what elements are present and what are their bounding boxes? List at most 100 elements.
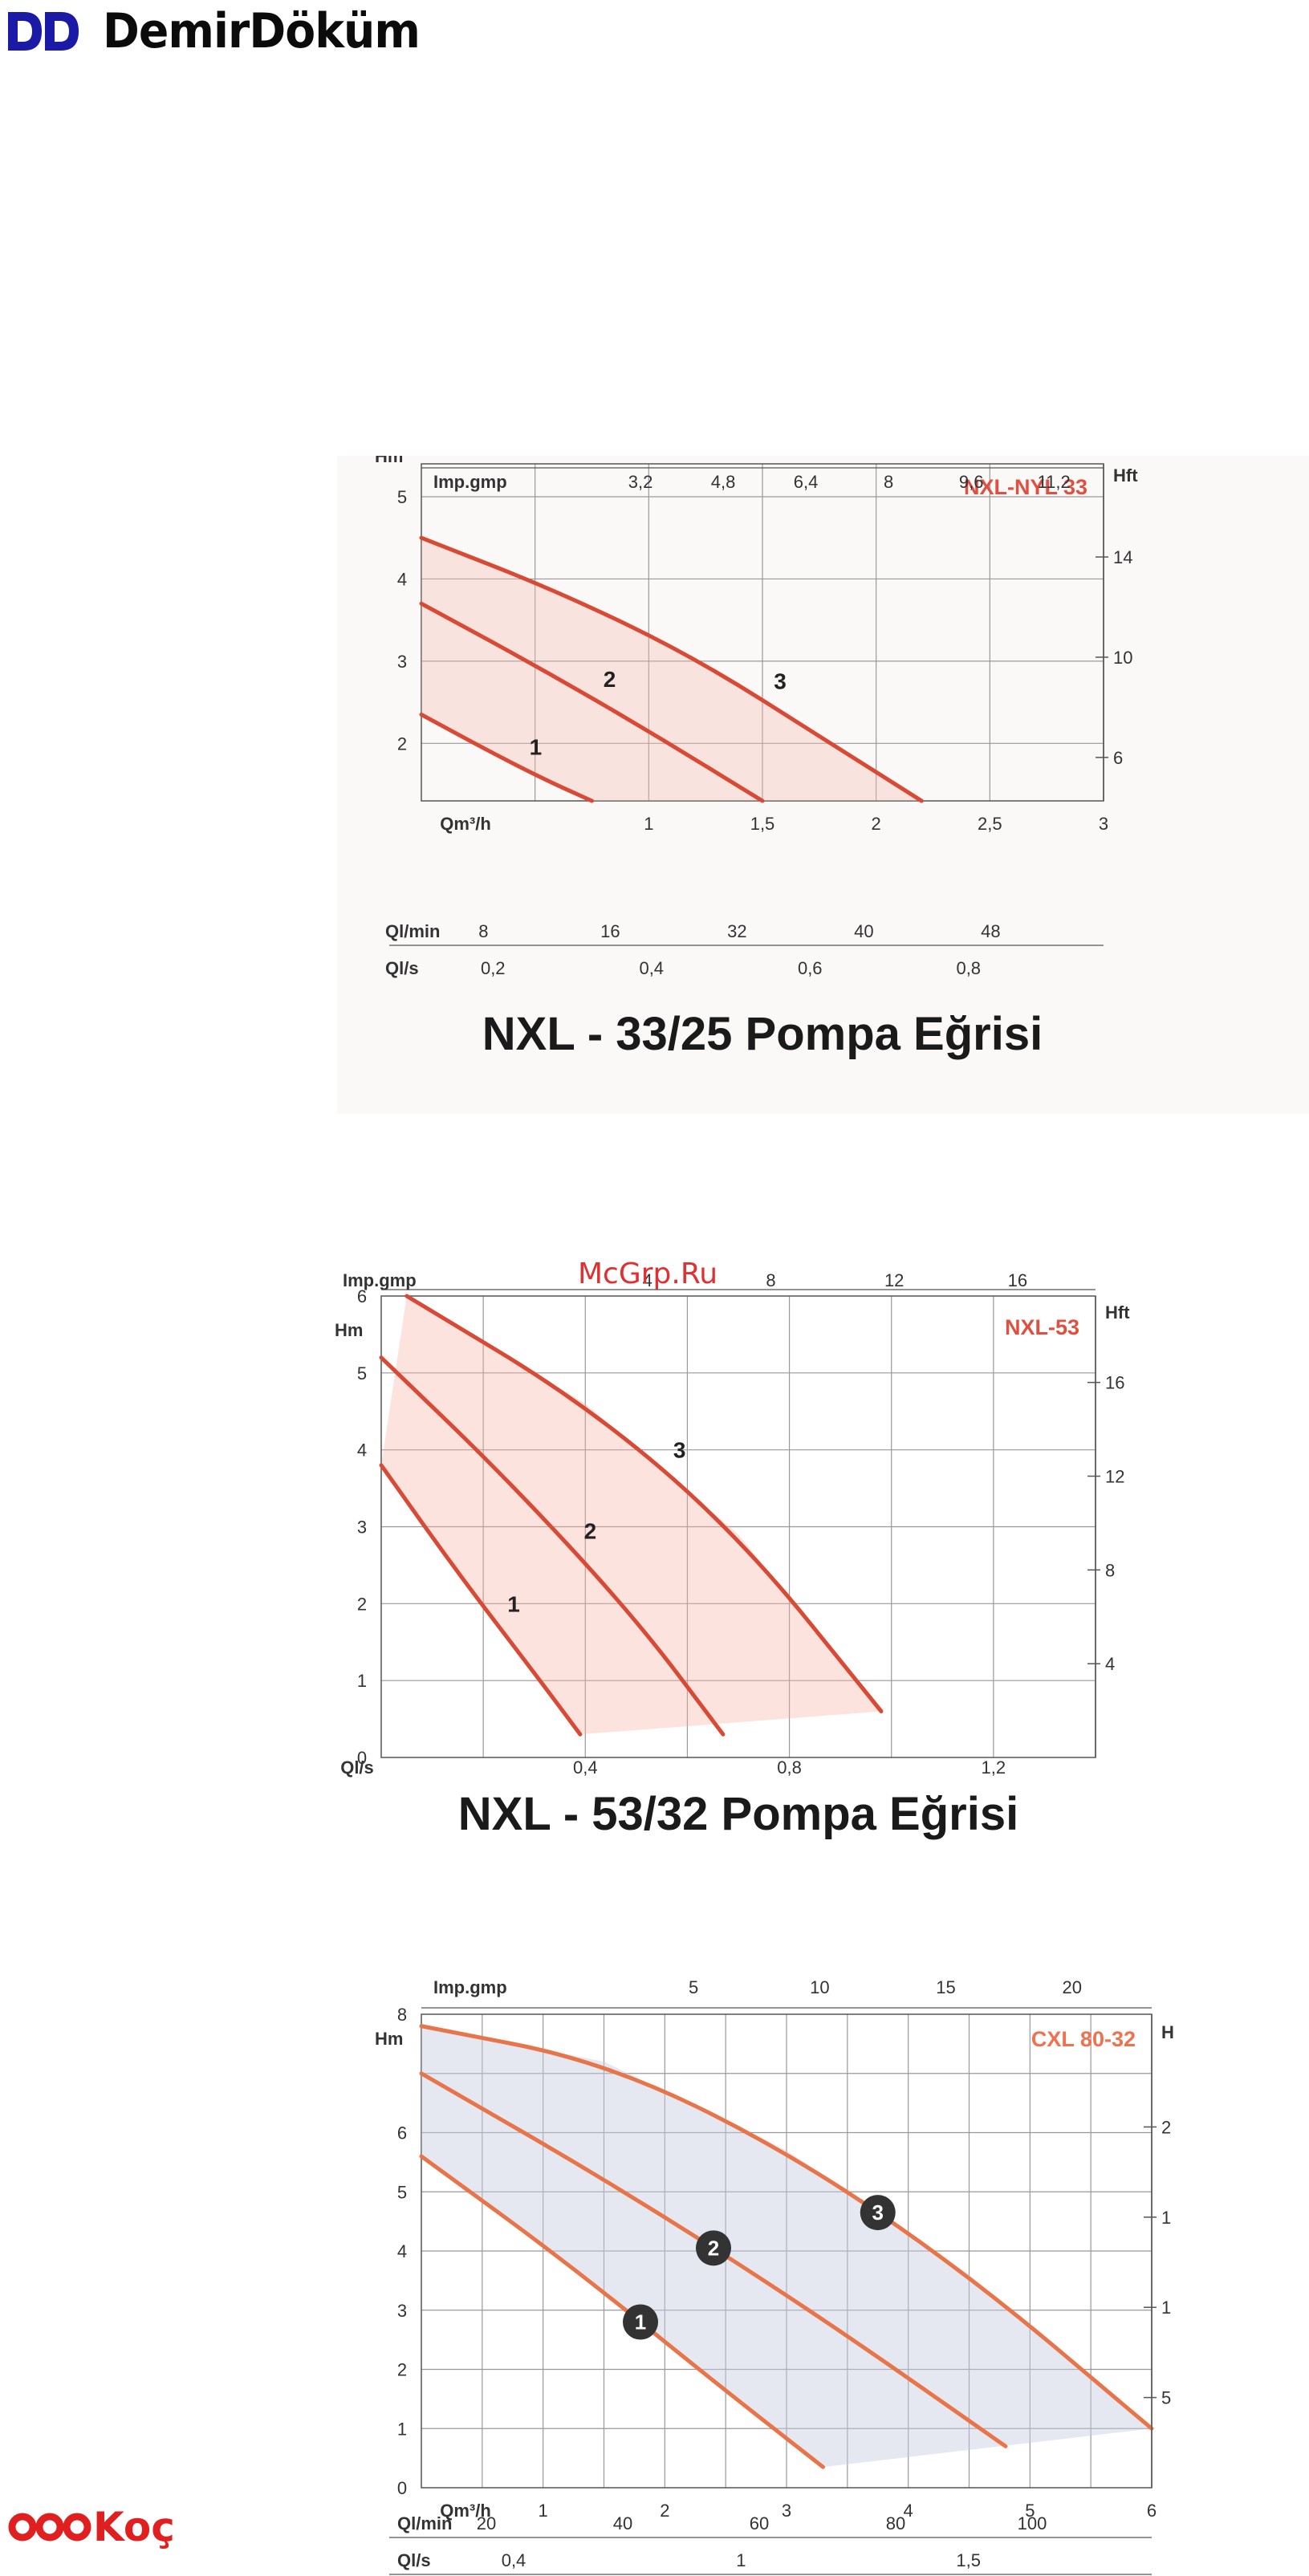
chart-2-ytick-0: 0 — [357, 1748, 367, 1768]
chart-1-top-tick-5: 11,2 — [1038, 472, 1071, 492]
chart-1-y2tick-1: 10 — [1113, 648, 1132, 668]
chart-3-y2tick-0: 5 — [1161, 2388, 1171, 2408]
chart-3-grid — [421, 2014, 1152, 2488]
chart-3-xtick-2: 3 — [782, 2501, 791, 2521]
chart-2-title: NXL - 53/32 Pompa Eğrisi — [458, 1788, 1018, 1840]
chart-3-operating-area — [421, 2025, 1152, 2468]
koc-logo-icon — [8, 2513, 91, 2541]
chart-1-xtick-2: 2 — [872, 814, 881, 834]
chart-1-bottom-axis-1-tick-1: 0,4 — [639, 958, 664, 978]
chart-2-ytick-5: 5 — [357, 1363, 367, 1383]
chart-3-bottom-axis-0-tick-4: 100 — [1018, 2513, 1047, 2533]
chart-2-ytick-1: 1 — [357, 1671, 367, 1691]
chart-1-bottom-axis-0-label: Ql/min — [385, 921, 440, 941]
chart-2-y2tick-0: 4 — [1105, 1654, 1115, 1674]
chart-3-series-1-label: 1 — [635, 2310, 646, 2334]
chart-1-bottom-axis-0-tick-3: 40 — [854, 921, 873, 941]
chart-3-bottom-axis-0-tick-1: 40 — [613, 2513, 632, 2533]
chart-3-ytick-5: 5 — [397, 2182, 407, 2202]
chart-3-series-1-badge — [623, 2304, 658, 2340]
chart-3-xtick-1: 2 — [660, 2501, 669, 2521]
chart-3-xtick-5: 6 — [1147, 2501, 1157, 2521]
chart-2-series-1-line — [379, 1463, 583, 1737]
chart-1-series-2-label: 2 — [604, 667, 616, 692]
footer-logo: Koç — [8, 2504, 175, 2550]
chart-3-xlabel: Qm³/h — [440, 2501, 491, 2521]
chart-3-series-2-label: 2 — [708, 2236, 719, 2260]
chart-1-xlabel: Qm³/h — [440, 814, 491, 834]
chart-3-xtick-0: 1 — [539, 2501, 548, 2521]
chart-3-top-tick-2: 15 — [936, 1977, 955, 1997]
chart-3-y2tick-2: 1 — [1161, 2208, 1171, 2228]
chart-1-series-2-line — [419, 601, 765, 803]
chart-1-bottom-axis-1-tick-2: 0,6 — [798, 958, 823, 978]
chart-2-series-2-line — [379, 1355, 726, 1737]
chart-3-bottom-axis-0-tick-2: 60 — [750, 2513, 769, 2533]
chart-1-top-tick-2: 6,4 — [794, 472, 819, 492]
koc-name: Koç — [93, 2504, 175, 2550]
chart-1-ytick-1: 4 — [397, 569, 407, 589]
chart-1-top-axis-label: Imp.gmp — [433, 472, 507, 492]
chart-2-series-1-label: 1 — [507, 1591, 520, 1616]
chart-3-bottom-axis-0-tick-0: 20 — [477, 2513, 496, 2533]
chart-2-y2tick-3: 16 — [1105, 1373, 1124, 1393]
chart-3-series-2-badge — [696, 2230, 731, 2266]
chart-2-grid — [381, 1296, 1096, 1757]
chart-1: 1 2 3 NXL-NYL 33 Hm 5 4 3 2 Hft 14 10 6 Imp.gmp 3,2 4,8… — [337, 456, 1309, 1114]
chart-2-series-3-line — [404, 1294, 884, 1713]
chart-3-xtick-3: 4 — [904, 2501, 913, 2521]
chart-2-model-label: NXL-53 — [1005, 1315, 1079, 1339]
chart-2-ytick-6: 6 — [357, 1286, 367, 1306]
chart-3-xtick-4: 5 — [1025, 2501, 1035, 2521]
chart-2-top-tick-1: 8 — [766, 1270, 775, 1290]
chart-1-xtick-1: 1,5 — [750, 814, 775, 834]
chart-3-bottom-axis-1-tick-0: 0,4 — [502, 2550, 526, 2570]
chart-3-top-tick-3: 20 — [1062, 1977, 1081, 1997]
chart-3-series-3-badge — [860, 2195, 896, 2231]
chart-3-ylabel: Hm — [375, 2029, 403, 2049]
chart-1-ytick-3: 2 — [397, 733, 407, 754]
chart-1-top-tick-3: 8 — [884, 472, 893, 492]
chart-3-top-axis-label: Imp.gmp — [433, 1977, 507, 1997]
chart-3-top-tick-1: 10 — [810, 1977, 829, 1997]
chart-1-top-tick-0: 3,2 — [628, 472, 653, 492]
chart-1-bottom-axis-0-tick-2: 32 — [727, 921, 746, 941]
chart-3-bottom-axis-1-tick-2: 1,5 — [956, 2550, 981, 2570]
chart-2-ytick-4: 4 — [357, 1440, 367, 1461]
chart-2-y2label: Hft — [1105, 1302, 1130, 1323]
brand-header: DemirDöküm — [6, 3, 447, 59]
chart-3-ytick-1: 1 — [397, 2419, 407, 2439]
chart-1-series-3-label: 3 — [774, 669, 787, 694]
chart-3-ytick-4: 4 — [397, 2241, 407, 2261]
chart-3-y2label: H — [1161, 2022, 1174, 2042]
chart-2-top-tick-2: 12 — [884, 1270, 904, 1290]
chart-2-ytick-2: 2 — [357, 1594, 367, 1614]
chart-3-model-label: CXL 80-32 — [1031, 2027, 1136, 2051]
chart-1-series-3-line — [419, 535, 924, 803]
chart-2-ylabel: Hm — [335, 1320, 363, 1340]
chart-3-ytick-3: 3 — [397, 2301, 407, 2321]
chart-1-y2tick-2: 6 — [1113, 748, 1123, 768]
chart-3-y2tick-3: 2 — [1161, 2117, 1171, 2137]
chart-3-y2tick-1: 1 — [1161, 2298, 1171, 2318]
chart-1-bottom-axis-0-tick-1: 16 — [600, 921, 620, 941]
chart-3-ytick-6: 6 — [397, 2123, 407, 2143]
chart-2-y2tick-2: 12 — [1105, 1466, 1124, 1486]
chart-1-y2tick-0: 14 — [1113, 547, 1132, 567]
chart-2: 1 2 3 NXL-53 Hm 0 1 2 3 4 5 6 Hft 4 8 12 16 Imp.gmp 4 8 12 16… — [317, 1248, 1144, 1846]
chart-1-top-tick-4: 9,6 — [959, 472, 984, 492]
chart-3-bottom-axis-0-label: Ql/min — [397, 2513, 452, 2533]
chart-1-bottom-axis-0-tick-4: 48 — [981, 921, 1000, 941]
chart-3-series-1-line — [419, 2154, 825, 2469]
chart-2-xtick-0: 0,4 — [573, 1757, 598, 1778]
chart-3-series-3-line — [419, 2024, 1154, 2431]
chart-3-ytick-0: 0 — [397, 2478, 407, 2498]
chart-2-top-tick-3: 16 — [1008, 1270, 1027, 1290]
chart-1-xtick-3: 2,5 — [978, 814, 1002, 834]
chart-3-bottom-axis-0-tick-3: 80 — [886, 2513, 905, 2533]
chart-1-series-1-line — [419, 712, 594, 803]
chart-1-top-tick-1: 4,8 — [711, 472, 736, 492]
